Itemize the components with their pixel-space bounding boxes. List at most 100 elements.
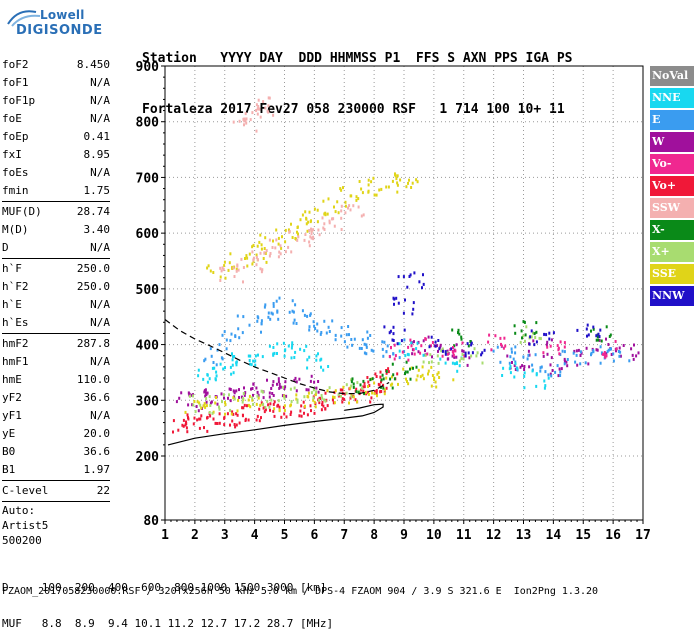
data-point xyxy=(300,414,303,418)
data-point xyxy=(533,332,536,336)
data-point xyxy=(252,402,255,406)
data-point xyxy=(238,421,241,425)
data-point xyxy=(508,361,511,365)
data-point xyxy=(271,383,274,387)
data-point xyxy=(350,384,353,388)
data-point xyxy=(514,368,517,371)
data-point xyxy=(398,342,401,346)
divider xyxy=(2,258,110,259)
data-point xyxy=(236,314,239,318)
parameter-sidebar: foF2 8.450 foF1 N/A foF1p N/A foE N/A foEp 0.41 fx… xyxy=(2,56,110,548)
data-point xyxy=(559,374,562,377)
data-point xyxy=(272,394,275,397)
data-point xyxy=(595,348,598,352)
data-point xyxy=(242,397,244,400)
data-point xyxy=(272,304,275,308)
data-point xyxy=(563,345,566,349)
data-point xyxy=(325,331,328,335)
data-point xyxy=(208,395,211,399)
data-point xyxy=(279,385,282,389)
data-point xyxy=(327,197,330,201)
data-point xyxy=(212,410,215,414)
data-point xyxy=(272,346,275,349)
data-point xyxy=(216,348,219,352)
data-point xyxy=(310,227,312,231)
data-point xyxy=(635,354,638,358)
parameter-name: foEp xyxy=(2,130,29,143)
divider xyxy=(2,201,110,202)
data-point xyxy=(451,328,454,332)
data-point xyxy=(605,337,607,341)
data-point xyxy=(322,404,325,408)
data-point xyxy=(356,400,359,404)
data-point xyxy=(392,352,395,356)
data-point xyxy=(514,362,517,366)
data-point xyxy=(207,264,210,268)
data-point xyxy=(232,120,235,124)
data-point xyxy=(244,257,246,260)
data-point xyxy=(251,111,254,115)
data-point xyxy=(377,382,380,386)
data-point xyxy=(208,411,211,414)
parameter-value: 0.41 xyxy=(83,130,111,143)
data-point xyxy=(233,423,236,426)
data-point xyxy=(452,351,455,355)
data-point xyxy=(238,396,240,399)
data-point xyxy=(308,325,311,329)
data-point xyxy=(496,345,499,349)
data-point xyxy=(345,383,348,387)
data-point xyxy=(276,404,279,408)
data-point xyxy=(523,320,526,324)
data-point xyxy=(470,354,473,358)
data-point xyxy=(363,392,366,396)
data-point xyxy=(396,183,399,187)
data-point xyxy=(592,327,595,331)
data-point xyxy=(467,344,470,348)
data-point xyxy=(212,417,215,421)
data-point xyxy=(230,372,233,376)
data-point xyxy=(264,236,267,240)
data-point xyxy=(308,244,311,248)
data-point xyxy=(522,355,525,359)
data-point xyxy=(395,177,398,181)
parameter-name: foE xyxy=(2,112,22,125)
data-point xyxy=(301,213,304,217)
data-point xyxy=(455,343,458,347)
data-point xyxy=(203,404,206,408)
data-point xyxy=(339,388,342,392)
data-point xyxy=(333,205,335,209)
data-point xyxy=(382,354,385,358)
data-point xyxy=(470,343,473,347)
data-point xyxy=(199,417,202,421)
data-point xyxy=(237,327,240,331)
data-point xyxy=(278,250,281,254)
data-point xyxy=(370,180,373,184)
data-point xyxy=(319,397,321,401)
data-point xyxy=(241,331,244,335)
data-point xyxy=(209,347,212,351)
data-point xyxy=(243,386,245,390)
data-point xyxy=(421,373,424,377)
data-point xyxy=(334,389,337,393)
data-point xyxy=(331,217,333,221)
data-point xyxy=(354,398,357,402)
data-point xyxy=(302,400,305,404)
data-point xyxy=(228,261,231,265)
data-point xyxy=(422,339,425,343)
data-point xyxy=(392,325,395,329)
data-point xyxy=(314,405,317,409)
data-point xyxy=(184,423,187,427)
data-point xyxy=(290,346,293,350)
data-point xyxy=(192,403,195,407)
data-point xyxy=(340,209,343,213)
data-point xyxy=(337,211,340,215)
data-point xyxy=(247,398,250,402)
data-point xyxy=(529,335,532,339)
data-point xyxy=(375,193,378,197)
muf-table: D 100 200 400 600 800 1000 1500 3000 [km… xyxy=(2,558,333,642)
data-point xyxy=(333,395,336,399)
data-point xyxy=(316,329,319,333)
data-point xyxy=(284,250,287,254)
data-point xyxy=(391,338,394,342)
parameter-value: 3.40 xyxy=(83,223,111,236)
